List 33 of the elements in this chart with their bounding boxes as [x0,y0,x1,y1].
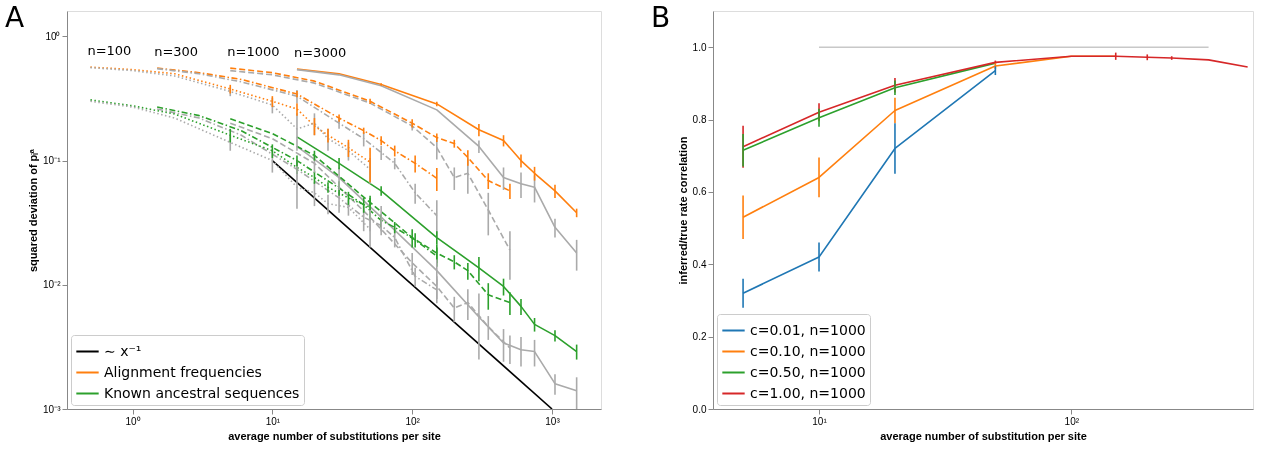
annotation: n=3000 [293,45,347,61]
y-tick-label: 10⁰ [45,30,61,42]
annotation: n=1000 [227,44,280,60]
legend-label: Alignment frequencies [104,363,262,380]
x-tick-label: 10² [1064,415,1080,427]
y-tick-label: 10⁻³ [43,403,62,415]
legend-label: c=0.01, n=1000 [750,321,866,338]
x-tick-label: 10¹ [812,415,828,427]
y-axis-title: inferred/true rate correlation [676,136,689,285]
legend-label: ∼ x⁻¹ [104,342,142,359]
x-tick-label: 10² [405,415,421,427]
y-tick-label: 0.0 [692,403,707,415]
x-tick-label: 10³ [545,415,561,427]
x-axis-title: average number of substitutions per site [228,429,441,442]
legend-label: c=1.00, n=1000 [750,384,866,401]
text: B [651,1,671,34]
x-axis-title: average number of substitution per site [880,429,1087,442]
legend-label: Known ancestral sequences [104,384,300,401]
y-tick-label: 0.6 [692,186,707,198]
x-tick-label: 10⁰ [125,415,141,427]
y-tick-label: 0.4 [692,258,707,270]
legend-label: c=0.50, n=1000 [750,363,866,380]
y-tick-label: 0.2 [692,331,707,343]
text: A [5,1,25,34]
annotation: n=300 [154,44,199,60]
y-tick-label: 10⁻² [43,279,62,291]
legend-label: c=0.10, n=1000 [750,342,866,359]
y-tick-label: 0.8 [692,114,707,126]
y-tick-label: 10⁻¹ [43,155,62,167]
y-tick-label: 1.0 [692,41,707,53]
y-axis-title: squared deviation of pᵢᵃ [27,148,40,273]
annotation: n=100 [87,43,132,59]
x-tick-label: 10¹ [265,415,281,427]
